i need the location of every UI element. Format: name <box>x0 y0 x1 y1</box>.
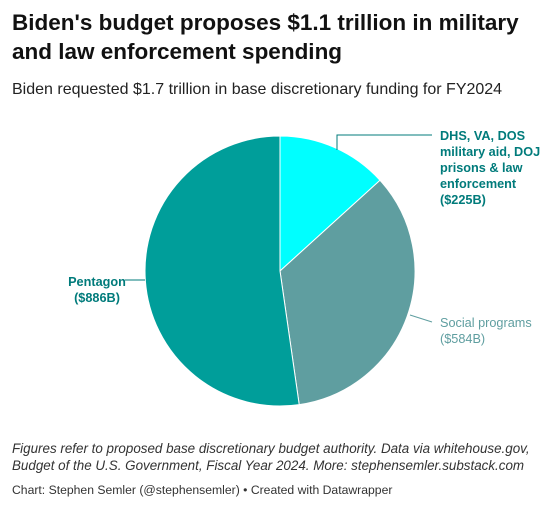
chart-title-line: Biden's budget proposes $1.1 trillion in… <box>12 10 519 35</box>
chart-credit: Chart: Stephen Semler (@stephensemler) •… <box>12 483 393 497</box>
slice-value-label: ($886B) <box>74 291 120 305</box>
slice-label-text: DHS, VA, DOS <box>440 129 526 143</box>
pie-slice-social-programs <box>279 179 416 406</box>
slice-value-label: ($584B) <box>440 332 486 346</box>
pie-chart <box>125 134 433 407</box>
chart-subtitle: Biden requested $1.7 trillion in base di… <box>12 81 503 98</box>
leader-line-social-programs <box>409 314 433 323</box>
slice-label-text: Social programs <box>440 316 532 330</box>
slice-label-dhs: DHS, VA, DOS military aid, DOJ prisons &… <box>440 128 540 208</box>
slice-value-label: ($225B) <box>440 193 486 207</box>
slice-label-text: Pentagon <box>68 275 126 289</box>
chart-notes: Figures refer to proposed base discretio… <box>12 440 557 474</box>
chart-title: Biden's budget proposes $1.1 trillion in… <box>12 8 552 66</box>
pie-slice-pentagon <box>144 135 300 407</box>
slice-label-pentagon: Pentagon ($886B) <box>52 274 142 306</box>
slice-label-social-programs: Social programs ($584B) <box>440 315 532 347</box>
chart-title-line: and law enforcement spending <box>12 39 343 64</box>
notes-line: Figures refer to proposed base discretio… <box>12 441 530 456</box>
notes-line: Budget of the U.S. Government, Fiscal Ye… <box>12 458 525 473</box>
slice-label-text: military aid, DOJ <box>440 145 541 159</box>
pie-slice-dhs <box>279 135 381 273</box>
leader-line-dhs <box>336 134 432 150</box>
slice-label-text: enforcement <box>440 177 517 191</box>
slice-label-text: prisons & law <box>440 161 523 175</box>
